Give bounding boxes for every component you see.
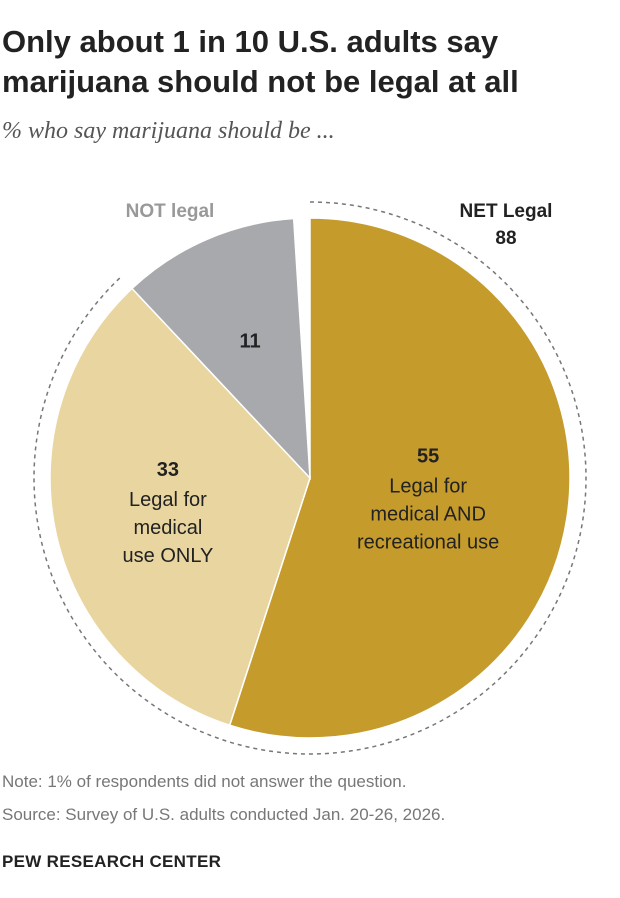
net-legal-annotation: NET Legal [460, 201, 553, 222]
slice-category-label-1: medical [133, 517, 202, 539]
pie-chart: 55 Legal for medical AND recreational use 33… [33, 201, 587, 755]
slice-value-label-0: 55 [417, 446, 439, 468]
chart-title: Only about 1 in 10 U.S. adults say marij… [2, 24, 519, 99]
slice-category-label-0: Legal for [389, 476, 467, 498]
net-legal-bracket [33, 201, 587, 755]
slice-value-label-2: 11 [240, 331, 261, 353]
pie-slices [49, 217, 571, 739]
slice-value-label-1: 33 [157, 459, 179, 481]
slice-category-label-1: use ONLY [123, 545, 214, 567]
slice-category-label-1: Legal for [129, 489, 207, 511]
not-legal-annotation: NOT legal [126, 201, 215, 222]
slice-category-label-0: recreational use [357, 532, 499, 554]
net-legal-value: 88 [495, 228, 516, 249]
chart-source: Source: Survey of U.S. adults conducted … [2, 805, 446, 824]
pew-research-center-logo: PEW RESEARCH CENTER [2, 852, 222, 871]
chart-note: Note: 1% of respondents did not answer t… [2, 772, 407, 791]
pie-slice-1 [49, 287, 311, 727]
chart-subtitle: % who say marijuana should be ... [2, 118, 335, 144]
slice-category-label-0: medical AND [370, 504, 486, 526]
pie-slice-2 [130, 217, 311, 481]
pie-labels: 55 Legal for medical AND recreational use 33… [123, 331, 500, 567]
pie-slice-0 [228, 217, 571, 739]
